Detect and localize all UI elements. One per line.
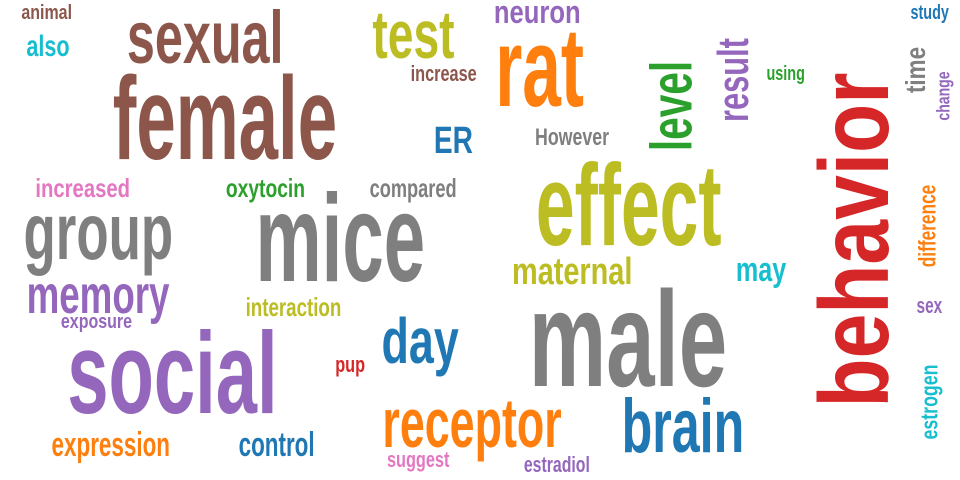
- word-level: level: [639, 60, 704, 152]
- word-maternal: maternal: [512, 251, 633, 293]
- word-effect: effect: [535, 140, 722, 270]
- word-using: using: [765, 63, 805, 85]
- word-sexual: sexual: [126, 0, 284, 79]
- word-sex: sex: [916, 293, 942, 318]
- word-interaction: interaction: [245, 292, 341, 322]
- word-difference: difference: [913, 184, 941, 268]
- word-brain: brain: [621, 384, 745, 469]
- word-compared: compared: [369, 173, 457, 203]
- word-test: test: [371, 0, 455, 73]
- word-mice: mice: [255, 170, 425, 308]
- word-result: result: [708, 38, 758, 122]
- word-memory: memory: [26, 265, 170, 325]
- word-male: male: [528, 263, 728, 415]
- word-change: change: [933, 71, 954, 121]
- word-er: ER: [433, 120, 473, 162]
- word-neuron: neuron: [493, 0, 581, 30]
- word-however: However: [535, 124, 610, 151]
- word-animal: animal: [20, 2, 72, 24]
- word-increase: increase: [410, 61, 477, 86]
- word-receptor: receptor: [382, 384, 562, 462]
- word-exposure: exposure: [60, 311, 132, 333]
- word-estrogen: estrogen: [916, 364, 944, 440]
- word-pup: pup: [335, 352, 366, 377]
- word-may: may: [735, 251, 787, 289]
- word-also: also: [26, 30, 70, 63]
- word-increased: increased: [34, 173, 130, 203]
- word-suggest: suggest: [386, 447, 450, 472]
- word-rat: rat: [494, 5, 584, 130]
- word-study: study: [909, 2, 949, 24]
- word-day: day: [381, 305, 459, 377]
- word-expression: expression: [51, 426, 171, 464]
- word-social: social: [66, 308, 278, 438]
- word-behavior: behavior: [799, 72, 910, 408]
- word-female: female: [112, 53, 338, 185]
- word-control: control: [238, 426, 315, 464]
- word-estradiol: estradiol: [523, 452, 590, 477]
- word-time: time: [899, 46, 931, 94]
- word-group: group: [23, 187, 173, 276]
- word-oxytocin: oxytocin: [225, 173, 305, 203]
